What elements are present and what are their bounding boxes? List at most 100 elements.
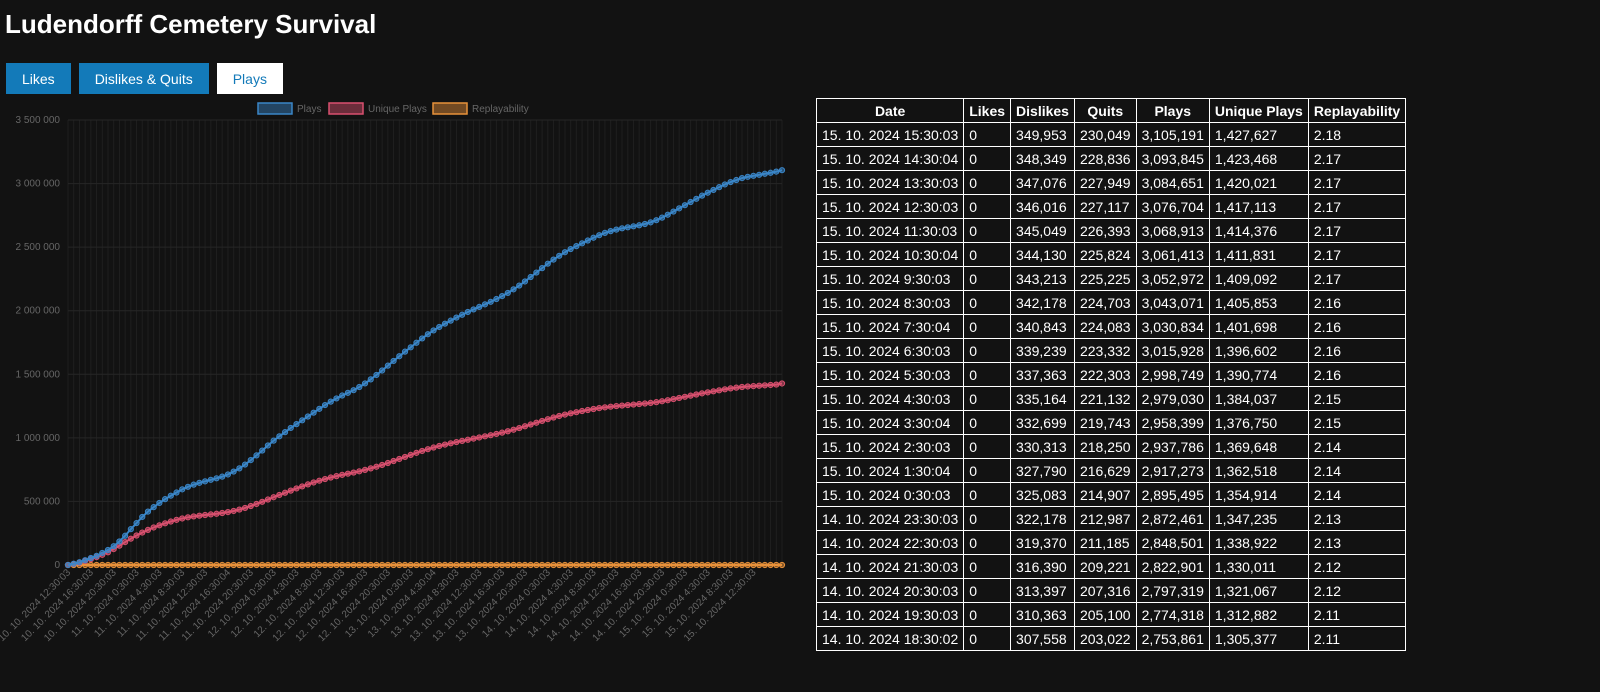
unique-plays-point — [493, 430, 500, 438]
replayability-point — [476, 561, 483, 569]
replayability-point — [704, 561, 711, 569]
table-cell: 1,405,853 — [1208, 290, 1309, 315]
table-cell: 230,049 — [1073, 122, 1137, 147]
table-cell: 2.13 — [1307, 530, 1407, 555]
replayability-point — [299, 561, 306, 569]
plays-point — [401, 348, 409, 355]
plays-point — [567, 245, 574, 253]
table-cell: 2.11 — [1307, 626, 1407, 651]
table-cell: 0 — [963, 194, 1012, 219]
replayability-point — [253, 561, 260, 569]
unique-plays-point — [327, 474, 334, 481]
unique-plays-point — [561, 411, 569, 418]
plays-point — [487, 298, 494, 305]
unique-plays-point — [373, 463, 380, 470]
replayability-point — [561, 561, 569, 569]
legend-unique-plays-swatch — [328, 102, 364, 115]
replayability-point — [430, 561, 437, 569]
replayability-point — [87, 561, 94, 569]
plays-point — [687, 198, 694, 206]
table-cell: 2,958,399 — [1135, 410, 1210, 435]
plays-point — [596, 232, 603, 239]
replayability-point — [441, 561, 449, 569]
unique-plays-point — [213, 510, 220, 517]
table-cell: 349,953 — [1010, 122, 1075, 147]
plays-point — [110, 543, 117, 550]
replayability-point — [733, 561, 740, 569]
unique-plays-point — [453, 438, 460, 446]
plays-point — [87, 554, 94, 562]
plays-point — [167, 492, 174, 499]
table-cell: 2.17 — [1307, 266, 1407, 291]
tab-dislikes-quits[interactable]: Dislikes & Quits — [78, 63, 209, 94]
y-tick-label: 3 500 000 — [16, 115, 61, 126]
table-cell: 0 — [963, 218, 1012, 243]
replayability-point — [613, 561, 620, 569]
replayability-point — [544, 561, 551, 569]
column-header: Quits — [1073, 98, 1137, 123]
plays-point — [247, 457, 254, 464]
plays-point — [219, 473, 226, 480]
table-cell: 221,132 — [1073, 386, 1137, 411]
unique-plays-point — [653, 399, 660, 406]
table-cell: 219,743 — [1073, 410, 1137, 435]
table-cell: 0 — [963, 458, 1012, 483]
table-header-row: Date Likes Dislikes Quits Plays Unique Plays R… — [815, 98, 1407, 123]
table-cell: 0 — [963, 506, 1012, 531]
plays-point — [264, 442, 272, 449]
plays-point — [304, 413, 312, 420]
tab-likes[interactable]: Likes — [6, 63, 71, 94]
table-cell: 330,313 — [1010, 434, 1075, 459]
unique-plays-point — [721, 386, 728, 393]
table-cell: 1,417,113 — [1208, 194, 1309, 219]
replayability-point — [527, 561, 534, 569]
unique-plays-point — [310, 479, 317, 486]
unique-plays-point — [641, 400, 649, 407]
replayability-point — [636, 561, 643, 569]
replayability-point — [339, 561, 346, 569]
unique-plays-point — [419, 447, 426, 455]
table-cell: 1,384,037 — [1208, 386, 1309, 411]
plays-point — [127, 526, 134, 533]
plays-point — [82, 557, 89, 564]
legend-replayability-swatch — [432, 102, 468, 115]
tab-plays[interactable]: Plays — [216, 63, 283, 94]
unique-plays-point — [727, 385, 734, 392]
unique-plays-point — [590, 405, 597, 413]
unique-plays-point — [773, 381, 780, 388]
table-cell: 345,049 — [1010, 218, 1075, 243]
plays-point — [76, 559, 83, 566]
replayability-point — [727, 561, 734, 569]
table-cell: 316,390 — [1010, 554, 1075, 579]
unique-plays-point — [584, 406, 591, 414]
table-cell: 0 — [963, 434, 1012, 459]
table-cell: 224,703 — [1073, 290, 1137, 315]
replayability-point — [670, 561, 677, 569]
unique-plays-point — [607, 403, 614, 410]
table-cell: 14. 10. 2024 23:30:03 — [815, 506, 965, 531]
plays-point — [459, 311, 466, 318]
table-cell: 335,164 — [1010, 386, 1075, 411]
replayability-point — [247, 561, 254, 569]
y-tick-label: 1 000 000 — [16, 433, 61, 444]
plays-point — [104, 546, 112, 554]
replayability-point — [162, 561, 169, 569]
table-cell: 2.15 — [1307, 410, 1407, 435]
unique-plays-point — [636, 400, 643, 408]
table-cell: 15. 10. 2024 13:30:03 — [815, 170, 965, 195]
replayability-point — [761, 561, 768, 569]
table-cell: 0 — [963, 266, 1012, 291]
plays-point — [236, 465, 243, 472]
table-row: 15. 10. 2024 14:30:04 0 348,349 228,836 3,09… — [815, 146, 1407, 171]
table-row: 15. 10. 2024 3:30:04 0 332,699 219,743 2,958… — [815, 410, 1407, 435]
plays-point — [584, 237, 591, 244]
unique-plays-point — [447, 440, 454, 447]
plays-point — [230, 468, 237, 475]
table-cell: 214,907 — [1073, 482, 1137, 507]
replayability-point — [293, 561, 300, 569]
replayability-point — [259, 561, 266, 569]
unique-plays-point — [127, 535, 134, 542]
table-row: 15. 10. 2024 6:30:03 0 339,239 223,332 3,015… — [815, 338, 1407, 363]
unique-plays-point — [527, 421, 534, 428]
table-cell: 0 — [963, 242, 1012, 267]
